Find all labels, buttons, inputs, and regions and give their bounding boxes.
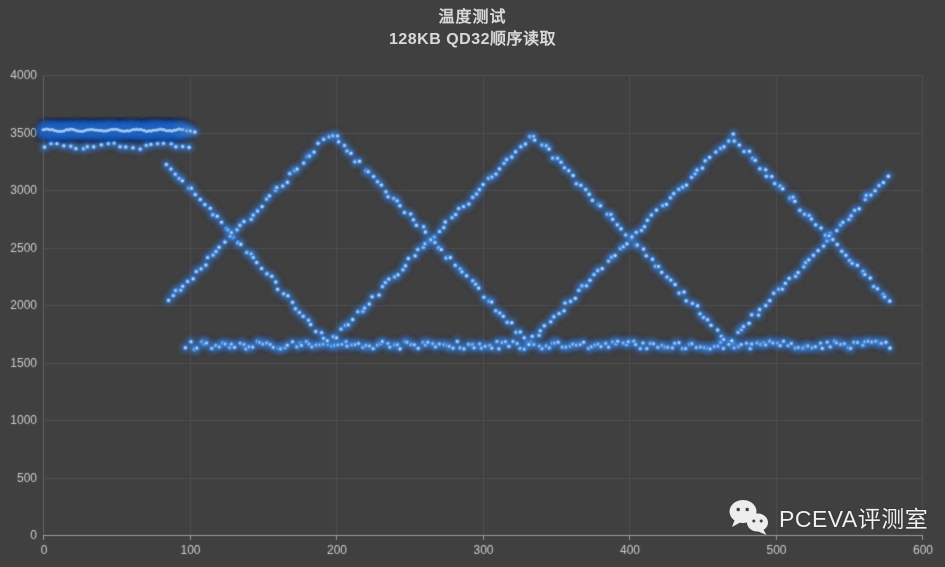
watermark-brand-text: PCEVA评测室: [779, 506, 929, 532]
wechat-icon: [729, 500, 768, 535]
watermark-badge: PCEVA评测室: [726, 498, 928, 536]
